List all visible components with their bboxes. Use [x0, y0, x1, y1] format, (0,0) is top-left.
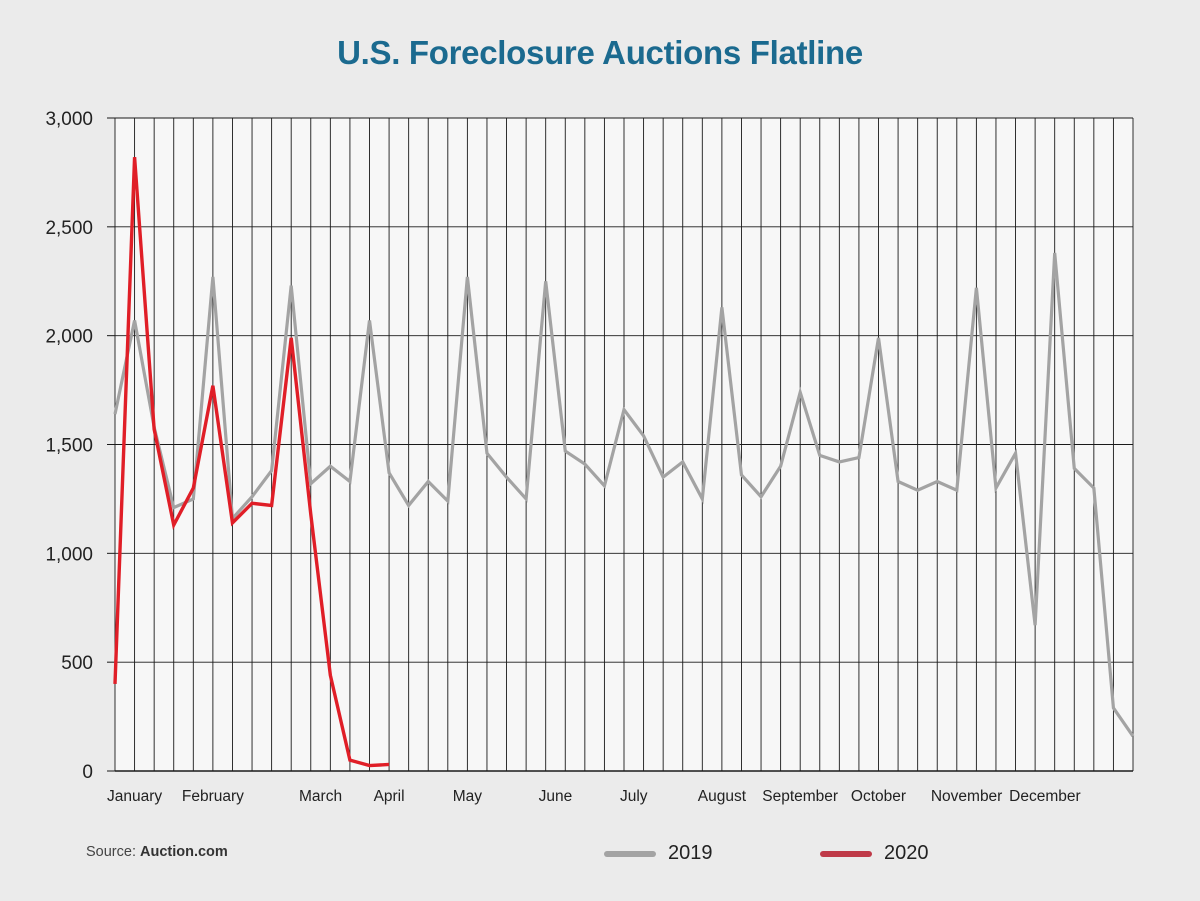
source-note: Source: Auction.com: [86, 844, 228, 860]
x-tick-label: January: [107, 788, 162, 805]
source-name: Auction.com: [140, 844, 228, 860]
x-tick-label: February: [182, 788, 244, 805]
y-tick-label: 1,000: [45, 544, 93, 565]
x-axis-month-labels: January February March April May June July Augu…: [107, 788, 1081, 805]
x-tick-label: September: [762, 788, 838, 805]
legend-swatch-2020: [820, 850, 872, 857]
x-tick-label: March: [299, 788, 342, 805]
series-line-2020: [113, 157, 390, 768]
legend-label-2020: 2020: [884, 842, 929, 864]
y-tick-label: 3,000: [45, 109, 93, 130]
y-tick-label: 2,000: [45, 327, 93, 348]
legend-item-2020: 2020: [820, 842, 929, 865]
source-prefix: Source:: [86, 844, 140, 860]
x-tick-label: April: [374, 788, 405, 805]
y-tick-label: 1,500: [45, 436, 93, 457]
y-tick-label: 2,500: [45, 218, 93, 239]
chart-title: U.S. Foreclosure Auctions Flatline: [337, 34, 863, 71]
x-tick-label: May: [453, 788, 483, 805]
series-layer: [113, 157, 1135, 768]
x-tick-label: December: [1009, 788, 1081, 805]
x-tick-label: November: [931, 788, 1003, 805]
y-axis-ticks: 0 500 1,000 1,500 2,000 2,500 3,000: [45, 109, 115, 783]
x-tick-label: July: [620, 788, 648, 805]
x-tick-label: August: [698, 788, 747, 805]
x-tick-label: October: [851, 788, 906, 805]
series-line-2019: [113, 252, 1135, 738]
legend-item-2019: 2019: [604, 842, 713, 865]
legend-label-2019: 2019: [668, 842, 713, 864]
y-tick-label: 500: [61, 653, 93, 674]
x-tick-label: June: [539, 788, 573, 805]
y-tick-label: 0: [82, 762, 93, 783]
legend-swatch-2019: [604, 850, 656, 857]
